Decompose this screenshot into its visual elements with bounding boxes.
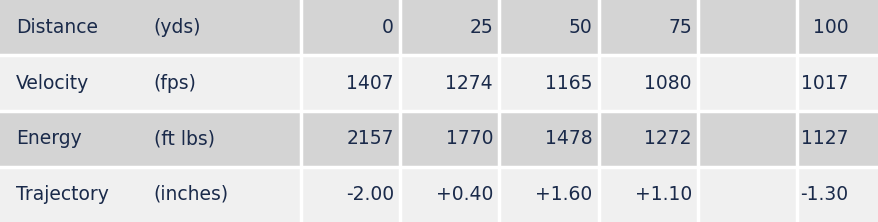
Text: 50: 50: [568, 18, 592, 37]
Text: Velocity: Velocity: [16, 74, 89, 93]
Text: 25: 25: [469, 18, 493, 37]
Text: (inches): (inches): [154, 185, 228, 204]
Bar: [0, 56, 878, 111]
Text: 1274: 1274: [445, 74, 493, 93]
Bar: [0, 111, 878, 166]
Text: Energy: Energy: [16, 129, 82, 148]
Text: 2157: 2157: [346, 129, 393, 148]
Text: +0.40: +0.40: [435, 185, 493, 204]
Text: (fps): (fps): [154, 74, 197, 93]
Text: 75: 75: [667, 18, 691, 37]
Text: 1127: 1127: [800, 129, 847, 148]
Text: -2.00: -2.00: [345, 185, 393, 204]
Text: 0: 0: [381, 18, 393, 37]
Text: (ft lbs): (ft lbs): [154, 129, 214, 148]
Text: 1165: 1165: [544, 74, 592, 93]
Text: 1478: 1478: [544, 129, 592, 148]
Text: +1.10: +1.10: [634, 185, 691, 204]
Text: 1407: 1407: [346, 74, 393, 93]
Text: 1080: 1080: [644, 74, 691, 93]
Text: 1017: 1017: [800, 74, 847, 93]
Text: 1770: 1770: [445, 129, 493, 148]
Text: -1.30: -1.30: [799, 185, 847, 204]
Text: +1.60: +1.60: [535, 185, 592, 204]
Text: Distance: Distance: [16, 18, 97, 37]
Text: Trajectory: Trajectory: [16, 185, 109, 204]
Text: 1272: 1272: [644, 129, 691, 148]
Bar: [0, 166, 878, 222]
Text: 100: 100: [811, 18, 847, 37]
Bar: [0, 0, 878, 56]
Text: (yds): (yds): [154, 18, 201, 37]
